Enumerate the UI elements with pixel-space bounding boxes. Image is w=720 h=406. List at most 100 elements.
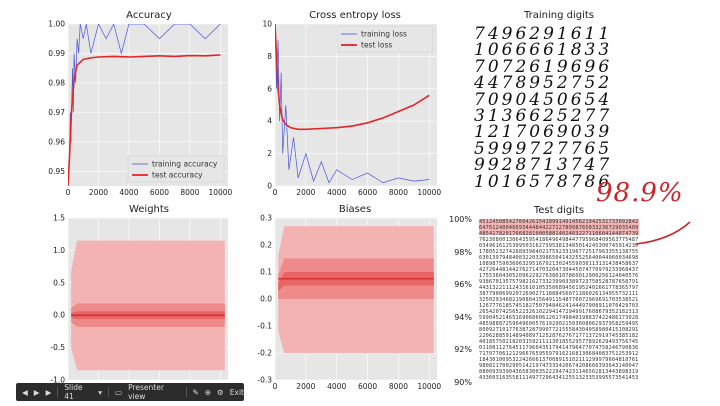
test-digit-row: 3250293468219080415649115487760729696917…	[479, 297, 639, 303]
legend-label: test accuracy	[152, 171, 203, 180]
series-line-training-accuracy	[68, 24, 221, 186]
test-digit-row: 3877900699207269027118884560711860261349…	[479, 291, 639, 297]
x-tick-label: 10000	[417, 382, 441, 391]
y-tick-label: 0.97	[48, 108, 65, 117]
training-digits-title: Training digits	[523, 10, 595, 21]
y-tick-label: -0.3	[257, 376, 272, 385]
x-tick-label: 2000	[296, 188, 315, 197]
test-digit-row: 0110811276451179604351794147964770747582…	[479, 345, 639, 351]
y-tick-label: 2	[267, 149, 272, 158]
test-digit-row: 8800939390436583003522294742311465628134…	[479, 369, 639, 375]
slide-menu-icon[interactable]: ▾	[98, 387, 103, 397]
y-tick-label: 0.0	[260, 295, 272, 304]
test-digit-row: 1089875903606329516702130245590301131314…	[479, 261, 639, 267]
digit-row: 7072619696	[474, 56, 613, 77]
digit-row: 1066661833	[474, 40, 613, 61]
prev-slide-icon[interactable]: ◀	[22, 387, 28, 397]
percent-label: 92%	[454, 345, 472, 354]
y-tick-label: 0.96	[48, 137, 65, 146]
accuracy-panel: Accuracy 0 2000 4000 6000 8000 10000 1.00 0.99 0…	[20, 8, 240, 198]
series-line-test-loss	[275, 24, 430, 131]
test-digit-row: 6301397948408322033986504143255256400440…	[479, 255, 639, 261]
y-tick-label: -0.2	[257, 349, 272, 358]
y-tick-label: 0.2	[260, 241, 272, 250]
toolbar-divider	[185, 387, 187, 397]
x-tick-label: 10000	[417, 188, 441, 197]
test-digit-row: 0349616125309503162739538134850142453007…	[479, 243, 639, 249]
x-tick-label: 2000	[89, 188, 108, 197]
plot-area	[71, 240, 225, 371]
biases-panel: Biases 0 2000 4000 6000 8000 10000 0.3 0.2 0.1 0.…	[245, 202, 445, 392]
y-tick-label: -1.0	[50, 376, 65, 385]
exit-button[interactable]: Exit	[229, 387, 244, 397]
toolbar-divider	[108, 387, 109, 397]
presenter-view-icon[interactable]: ▭	[114, 387, 123, 397]
x-tick-label: 6000	[358, 382, 377, 391]
slide-number[interactable]: Slide 41	[64, 383, 83, 401]
y-tick-label: 1.0	[53, 246, 65, 255]
x-tick-label: 8000	[389, 382, 408, 391]
y-tick-label: 10	[262, 20, 272, 29]
test-digit-row: 1843010095322426661370089151021112999796…	[479, 357, 639, 363]
digit-row: 3136625277	[474, 106, 613, 126]
test-digit-row: 5990452146516906860612617498401988374224…	[479, 315, 639, 321]
test-digit-row: 9808117002905142197473334206742086663936…	[479, 363, 639, 369]
test-digit-row: 4859888725904960057619290215036080629379…	[479, 321, 639, 327]
loss-title: Cross entropy loss	[309, 10, 401, 21]
y-tick-label: 0.95	[48, 167, 65, 176]
y-tick-label: -0.5	[50, 343, 65, 352]
test-digit-row: 8009271017763872879907721555843040589804…	[479, 327, 639, 333]
weights-panel: Weights 02000400060008000100001.51.00.50…	[20, 202, 240, 392]
y-tick-label: 0.98	[48, 78, 65, 87]
accuracy-annotation: 98.9%	[596, 178, 684, 208]
weights-chart: 02000400060008000100001.51.00.50.0-0.5-1…	[50, 214, 232, 392]
digit-row: 7496291611	[474, 24, 613, 44]
plot-area	[68, 24, 221, 186]
presentation-toolbar: ◀ ▶ ▶ Slide 41 ▾ ▭ Presenter view ✎ ⊕ ⚙ …	[16, 383, 244, 401]
test-digit-row: 1755360430520962292763801078600129002561…	[479, 273, 639, 279]
y-tick-label: 4	[267, 117, 272, 126]
digit-row: 1217069039	[474, 122, 613, 143]
biases-chart: 0 2000 4000 6000 8000 10000 0.3 0.2 0.1 0.0 -0.1 -0…	[257, 214, 441, 392]
x-tick-label: 6000	[150, 188, 169, 197]
play-icon[interactable]: ▶	[33, 387, 40, 397]
percent-label: 94%	[454, 312, 472, 322]
pen-icon[interactable]: ✎	[192, 387, 199, 397]
digit-row: 4478952752	[474, 73, 613, 94]
test-digit-row: 1780523274268939840217592331967725179633…	[479, 249, 639, 255]
test-digit-row: 9386701357579821627332399033897237585287…	[479, 279, 639, 285]
test-digit-row: 2654207425652232610229414729499176086793…	[479, 309, 639, 315]
test-digit-row: 7170770612129667659559791621681306840837…	[479, 351, 639, 357]
y-tick-label: 8	[267, 52, 272, 61]
x-tick-label: 8000	[180, 188, 199, 197]
test-digit-row: 4018575021820315921111301855295778926294…	[479, 339, 639, 345]
zoom-icon[interactable]: ⊕	[204, 387, 212, 397]
y-tick-label: 1.00	[48, 20, 65, 29]
toolbar-divider	[57, 387, 59, 397]
settings-icon[interactable]: ⚙	[217, 387, 224, 397]
loss-panel: Cross entropy loss 0 2000 4000 6000 8000 1000…	[245, 8, 445, 198]
loss-chart: 0 2000 4000 6000 8000 10000 10 8 6 4 2 0 training lo…	[262, 20, 441, 198]
test-digit-row: 4854178201766828100058814024032271106041…	[479, 231, 639, 237]
test-digit-row: 2206288591489408971252876276717713729197…	[479, 333, 639, 339]
y-tick-label: -0.1	[257, 322, 272, 331]
digit-row: 7090450654	[474, 89, 613, 110]
legend-box	[336, 25, 434, 53]
percent-label: 90%	[454, 377, 472, 387]
test-digit-row: 4512450854276042615410991491456219425317…	[479, 219, 639, 225]
test-digit-row: 4336031635581114977296434125513233539955…	[479, 375, 639, 379]
test-digits-title: Test digits	[533, 205, 585, 216]
plot-area	[278, 226, 434, 353]
annotation-pointer	[635, 221, 691, 245]
y-tick-label: 0.1	[260, 268, 272, 277]
x-tick-label: 0	[66, 188, 71, 197]
presenter-view-button[interactable]: Presenter view	[128, 383, 164, 401]
y-tick-label: 0	[267, 182, 272, 191]
plot-area	[275, 24, 430, 184]
digit-row: 5999727765	[474, 138, 613, 159]
test-digit-row: 7623080013064359541864964984477959684095…	[479, 237, 639, 243]
next-slide-icon[interactable]: ▶	[45, 387, 52, 397]
accuracy-title: Accuracy	[126, 10, 172, 21]
test-digits-grid: 4512450854276042615410991491456219425317…	[479, 219, 639, 379]
x-tick-label: 4000	[327, 188, 346, 197]
